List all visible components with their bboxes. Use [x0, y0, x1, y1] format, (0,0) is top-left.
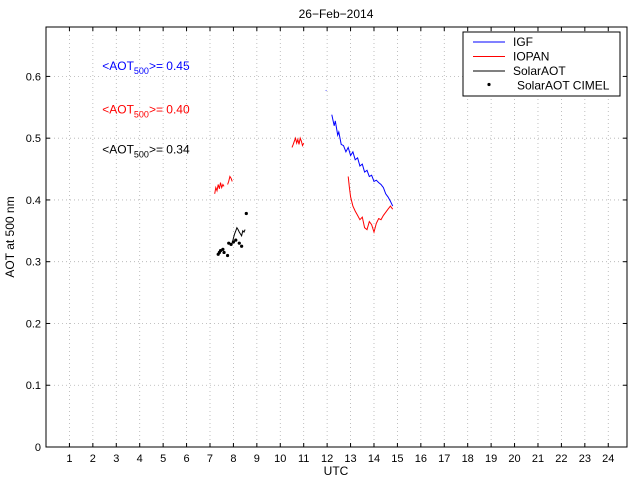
y-tick-label: 0 [35, 442, 41, 454]
y-tick-label: 0.6 [26, 71, 41, 83]
plot-area-frame [45, 26, 628, 448]
y-axis-label: AOT at 500 nm [3, 196, 17, 277]
x-tick-label: 17 [438, 453, 450, 465]
cimel-point [240, 244, 244, 248]
legend-label: IOPAN [513, 50, 549, 64]
x-axis-label: UTC [324, 464, 349, 478]
x-tick-label: 18 [462, 453, 474, 465]
y-tick-label: 0.2 [26, 318, 41, 330]
x-tick-label: 1 [66, 453, 72, 465]
series-line-iopan [214, 182, 225, 194]
x-tick-label: 22 [555, 453, 567, 465]
aot-annotations: <AOT500>= 0.45 <AOT500>= 0.40 <AOT500>= 0.… [102, 59, 190, 159]
x-tick-label: 11 [298, 453, 309, 465]
x-tick-label: 14 [368, 453, 380, 465]
chart-title: 26−Feb−2014 [299, 7, 374, 21]
legend-label: SolarAOT CIMEL [517, 79, 610, 93]
x-tick-label: 21 [532, 453, 544, 465]
y-tick-label: 0.4 [26, 195, 41, 207]
legend-swatch [487, 82, 491, 87]
x-tick-label: 2 [90, 453, 96, 465]
series-line-iopan [227, 175, 233, 185]
x-tick-label: 9 [254, 453, 260, 465]
cimel-point [229, 242, 233, 247]
x-tick-label: 7 [207, 453, 213, 465]
series-line-iopan [347, 176, 394, 234]
series-line-solaraot [231, 226, 246, 244]
x-tick-label: 20 [508, 453, 520, 465]
legend-label: SolarAOT [513, 64, 566, 78]
cimel-point [234, 238, 238, 242]
aot-annotation: <AOT500>= 0.34 [102, 143, 190, 160]
x-tick-label: 12 [321, 453, 333, 465]
aot-annotation: <AOT500>= 0.45 [102, 59, 190, 76]
x-tick-label: 6 [184, 453, 190, 465]
x-tick-label: 3 [113, 453, 119, 465]
x-tick-label: 15 [391, 453, 403, 465]
cimel-point [231, 240, 236, 244]
y-tick-label: 0.3 [26, 257, 41, 269]
x-tick-label: 8 [230, 453, 236, 465]
cimel-point [237, 241, 241, 245]
aot-annotation: <AOT500>= 0.40 [102, 102, 190, 119]
x-tick-label: 5 [160, 453, 166, 465]
y-tick-label: 0.5 [26, 133, 41, 145]
legend-label: IGF [513, 35, 533, 49]
x-tick-label: 10 [274, 453, 286, 465]
x-tick-label: 16 [415, 453, 427, 465]
series-line-igf [331, 114, 394, 207]
x-tick-label: 13 [344, 453, 356, 465]
cimel-point [222, 250, 226, 255]
x-tick-label: 4 [137, 453, 143, 465]
x-tick-label: 19 [485, 453, 497, 465]
x-tick-label: 24 [602, 453, 614, 465]
series-line-iopan [291, 136, 305, 148]
cimel-point [244, 211, 248, 216]
cimel-point [221, 247, 225, 251]
cimel-point [227, 241, 231, 245]
axis-ticks: 1 2 3 4 5 6 7 8 9 10 11 12 13 14 15 16 17 18 19 20 21 22 23 240… [26, 27, 627, 465]
y-tick-label: 0.1 [26, 380, 41, 392]
cimel-point [225, 253, 230, 258]
cimel-point [218, 248, 223, 253]
plot-series [214, 89, 394, 258]
x-tick-label: 23 [579, 453, 591, 465]
